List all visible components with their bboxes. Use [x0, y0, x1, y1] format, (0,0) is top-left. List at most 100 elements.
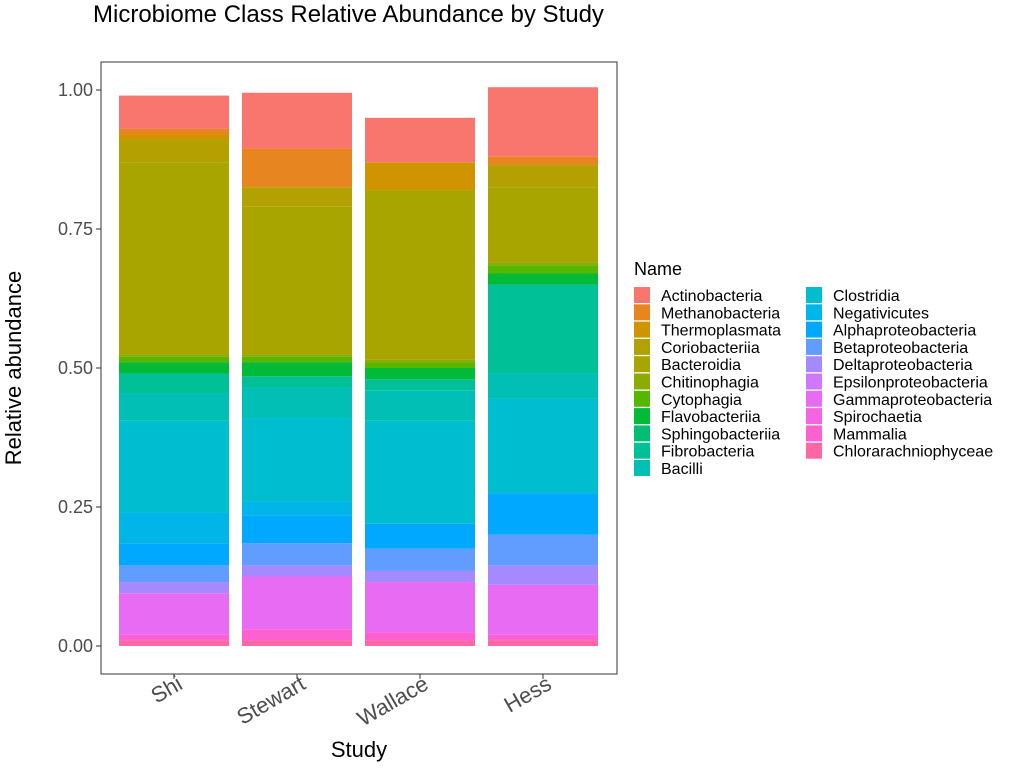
bar-segment-coriobacteriia [488, 165, 598, 188]
x-tick-label-hess: Hess [500, 671, 556, 718]
bar-segment-deltaproteobacteria [365, 570, 475, 583]
legend-item-alphaproteobacteria: Alphaproteobacteria [806, 321, 976, 340]
chart-title: Microbiome Class Relative Abundance by S… [93, 1, 604, 28]
bar-segment-fibrobacteria [365, 379, 475, 391]
legend-item-methanobacteria: Methanobacteria [634, 304, 780, 322]
bar-segment-actinobacteria [119, 95, 229, 129]
legend-key [634, 356, 650, 373]
bar-segment-chlorarachniophyceae [488, 640, 598, 646]
bar-segment-actinobacteria [242, 92, 352, 149]
y-tick-label: 1.00 [58, 80, 93, 100]
bar-segment-deltaproteobacteria [488, 565, 598, 585]
legend-item-negativicutes: Negativicutes [806, 304, 929, 322]
bar-segment-actinobacteria [365, 117, 475, 163]
legend-label: Sphingobacteriia [661, 426, 780, 443]
legend-item-fibrobacteria: Fibrobacteria [634, 442, 754, 461]
bar-segment-bacteroidia [365, 190, 475, 360]
legend-key [806, 390, 822, 407]
bar-stack-hess [488, 87, 598, 646]
y-tick-label: 0.25 [58, 497, 93, 517]
legend-label: Coriobacteriia [661, 340, 760, 357]
bars-layer [119, 87, 598, 646]
bar-segment-betaproteobacteria [242, 543, 352, 566]
legend-item-chitinophagia: Chitinophagia [634, 373, 759, 392]
bar-segment-alphaproteobacteria [242, 515, 352, 544]
legend-label: Betaproteobacteria [833, 340, 968, 357]
bar-segment-betaproteobacteria [488, 534, 598, 566]
legend-item-gammaproteobacteria: Gammaproteobacteria [806, 390, 992, 409]
legend-key [806, 321, 822, 338]
legend-key [634, 390, 650, 407]
x-tick-label-shi: Shi [146, 671, 186, 709]
legend-key [634, 287, 650, 303]
bar-segment-chitinophagia [119, 354, 229, 357]
legend-label: Actinobacteria [661, 288, 762, 305]
legend-key [634, 321, 650, 338]
legend-key [634, 425, 650, 442]
bar-segment-actinobacteria [488, 87, 598, 157]
bar-segment-bacteroidia [488, 187, 598, 263]
bar-segment-coriobacteriia [119, 140, 229, 163]
x-tick-label-wallace: Wallace [353, 671, 433, 731]
legend-key [634, 408, 650, 425]
y-tick-label: 0.00 [58, 636, 93, 656]
legend-key [634, 338, 650, 355]
bar-segment-chitinophagia [242, 354, 352, 357]
legend-label: Bacilli [661, 461, 703, 478]
legend-label: Chlorarachniophyceae [833, 444, 993, 461]
legend-label: Clostridia [833, 288, 900, 305]
bar-segment-chlorarachniophyceae [242, 640, 352, 646]
bar-segment-cytophagia [488, 265, 598, 274]
legend-label: Mammalia [833, 426, 907, 443]
bar-segment-flavobacteriia [242, 362, 352, 377]
bar-segment-gammaproteobacteria [488, 584, 598, 635]
legend-label: Cytophagia [661, 392, 742, 409]
legend-label: Deltaproteobacteria [833, 357, 973, 374]
legend-label: Epsilonproteobacteria [833, 375, 988, 392]
bar-segment-coriobacteriia [242, 187, 352, 207]
bar-segment-negativicutes [242, 501, 352, 516]
legend-item-clostridia: Clostridia [806, 287, 900, 305]
legend-label: Flavobacteriia [661, 409, 761, 426]
bar-segment-bacilli [119, 393, 229, 421]
bar-segment-mammalia [119, 634, 229, 641]
bar-segment-bacilli [488, 373, 598, 399]
bar-segment-mammalia [488, 634, 598, 641]
bar-segment-fibrobacteria [242, 376, 352, 388]
bar-segment-alphaproteobacteria [119, 543, 229, 566]
bar-segment-fibrobacteria [488, 284, 598, 374]
bar-segment-cytophagia [242, 356, 352, 363]
legend-item-coriobacteriia: Coriobacteriia [634, 338, 760, 357]
legend-title: Name [634, 259, 682, 279]
bar-segment-mammalia [242, 629, 352, 641]
bar-segment-flavobacteriia [488, 273, 598, 285]
bar-segment-cytophagia [119, 356, 229, 363]
bar-segment-chlorarachniophyceae [365, 640, 475, 646]
bar-segment-gammaproteobacteria [242, 576, 352, 630]
legend-item-cytophagia: Cytophagia [634, 390, 742, 409]
legend-item-flavobacteriia: Flavobacteriia [634, 408, 761, 426]
legend-key [634, 304, 650, 321]
bar-segment-clostridia [119, 420, 229, 513]
y-axis: 0.00 0.25 0.50 0.75 1.00 [58, 80, 101, 656]
legend-label: Methanobacteria [661, 305, 780, 322]
legend-key [634, 442, 650, 459]
legend-item-actinobacteria: Actinobacteria [634, 287, 762, 305]
legend-label: Bacteroidia [661, 357, 741, 374]
legend-label: Thermoplasmata [661, 323, 781, 340]
bar-segment-methanobacteria [242, 148, 352, 188]
legend-item-spirochaetia: Spirochaetia [806, 408, 922, 426]
bar-segment-bacteroidia [242, 206, 352, 355]
bar-segment-clostridia [488, 398, 598, 494]
bar-segment-mammalia [365, 632, 475, 641]
bar-segment-thermoplasmata [119, 134, 229, 141]
bar-segment-fibrobacteria [119, 373, 229, 394]
x-tick-label-stewart: Stewart [232, 671, 309, 730]
y-tick-label: 0.75 [58, 219, 93, 239]
bar-stack-stewart [242, 92, 352, 646]
bar-segment-chitinophagia [488, 262, 598, 266]
bar-segment-chlorarachniophyceae [119, 640, 229, 646]
bar-stack-wallace [365, 117, 475, 646]
bar-segment-flavobacteriia [365, 368, 475, 380]
